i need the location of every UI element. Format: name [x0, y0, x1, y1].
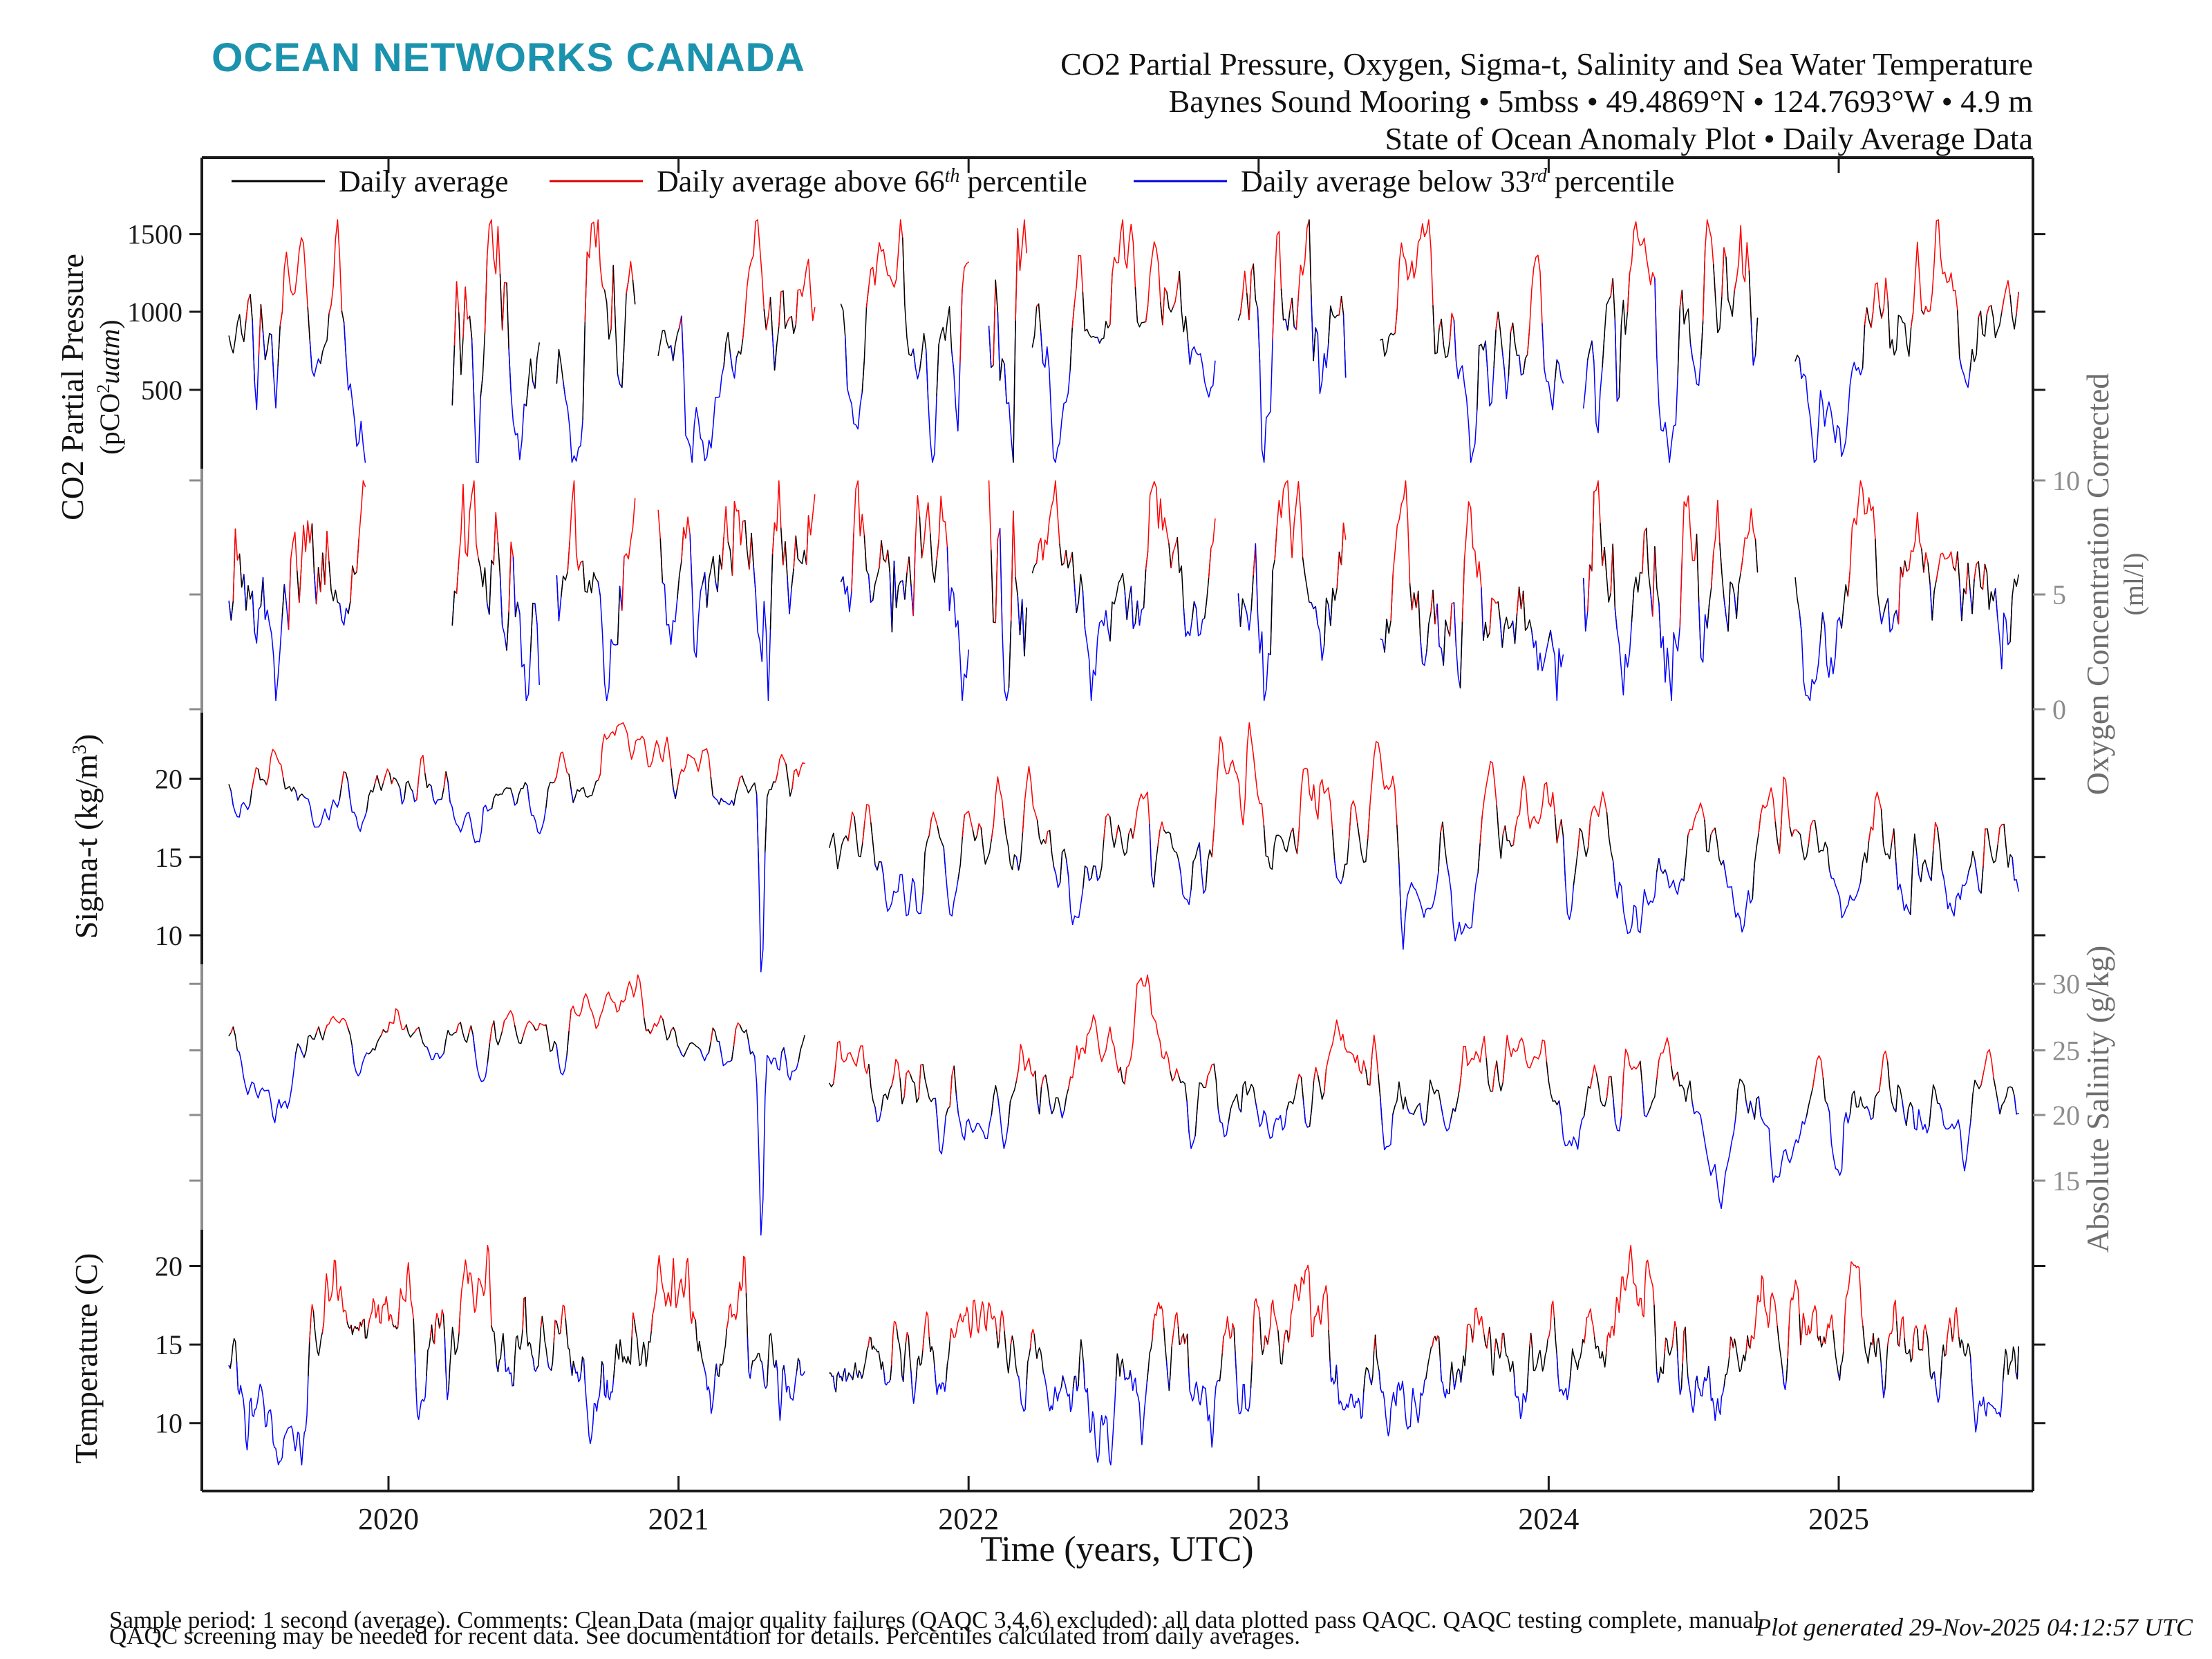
svg-text:500: 500 — [141, 375, 182, 406]
svg-text:10: 10 — [2052, 465, 2080, 496]
svg-text:15: 15 — [2052, 1165, 2080, 1197]
svg-text:20: 20 — [2052, 1100, 2080, 1131]
svg-text:30: 30 — [2052, 968, 2080, 1000]
svg-text:25: 25 — [2052, 1035, 2080, 1067]
svg-text:2021: 2021 — [648, 1502, 709, 1536]
svg-text:20: 20 — [155, 764, 182, 795]
svg-text:Daily average above 66th perce: Daily average above 66th percentile — [657, 165, 1087, 198]
svg-text:Baynes Sound Mooring • 5mbss •: Baynes Sound Mooring • 5mbss • 49.4869°N… — [1169, 84, 2034, 119]
svg-text:2024: 2024 — [1518, 1502, 1579, 1536]
svg-text:OCEAN NETWORKS CANADA: OCEAN NETWORKS CANADA — [212, 35, 805, 80]
svg-text:Oxygen Concentration Corrected: Oxygen Concentration Corrected — [2080, 373, 2115, 796]
svg-text:20: 20 — [155, 1251, 182, 1282]
svg-text:State of Ocean Anomaly Plot •: State of Ocean Anomaly Plot • Daily Aver… — [1385, 121, 2033, 156]
svg-text:Daily average: Daily average — [339, 165, 509, 198]
svg-text:(ml/l): (ml/l) — [2118, 552, 2149, 615]
svg-text:1500: 1500 — [127, 219, 182, 250]
svg-text:Sigma-t (kg/m3): Sigma-t (kg/m3) — [68, 734, 104, 939]
svg-text:Temperature (C): Temperature (C) — [68, 1253, 104, 1464]
svg-text:1000: 1000 — [127, 297, 182, 328]
svg-text:Daily average below 33rd perce: Daily average below 33rd percentile — [1241, 165, 1674, 198]
svg-text:0: 0 — [2052, 694, 2066, 725]
svg-text:10: 10 — [155, 920, 182, 951]
svg-text:CO2 Partial Pressure, Oxygen,: CO2 Partial Pressure, Oxygen, Sigma-t, S… — [1060, 46, 2033, 82]
svg-text:5: 5 — [2052, 579, 2066, 610]
svg-text:10: 10 — [155, 1408, 182, 1439]
svg-text:2020: 2020 — [358, 1502, 419, 1536]
svg-text:Absolute Salinity (g/kg): Absolute Salinity (g/kg) — [2080, 946, 2115, 1253]
svg-text:Time (years, UTC): Time (years, UTC) — [980, 1530, 1253, 1569]
svg-text:CO2 Partial Pressure: CO2 Partial Pressure — [55, 254, 90, 521]
svg-text:QAQC screening may be needed f: QAQC screening may be needed for recent … — [109, 1622, 1300, 1649]
svg-text:15: 15 — [155, 842, 182, 873]
svg-text:Plot generated 29-Nov-2025 04:: Plot generated 29-Nov-2025 04:12:57 UTC — [1755, 1613, 2193, 1641]
svg-text:15: 15 — [155, 1329, 182, 1360]
svg-text:2025: 2025 — [1808, 1502, 1869, 1536]
